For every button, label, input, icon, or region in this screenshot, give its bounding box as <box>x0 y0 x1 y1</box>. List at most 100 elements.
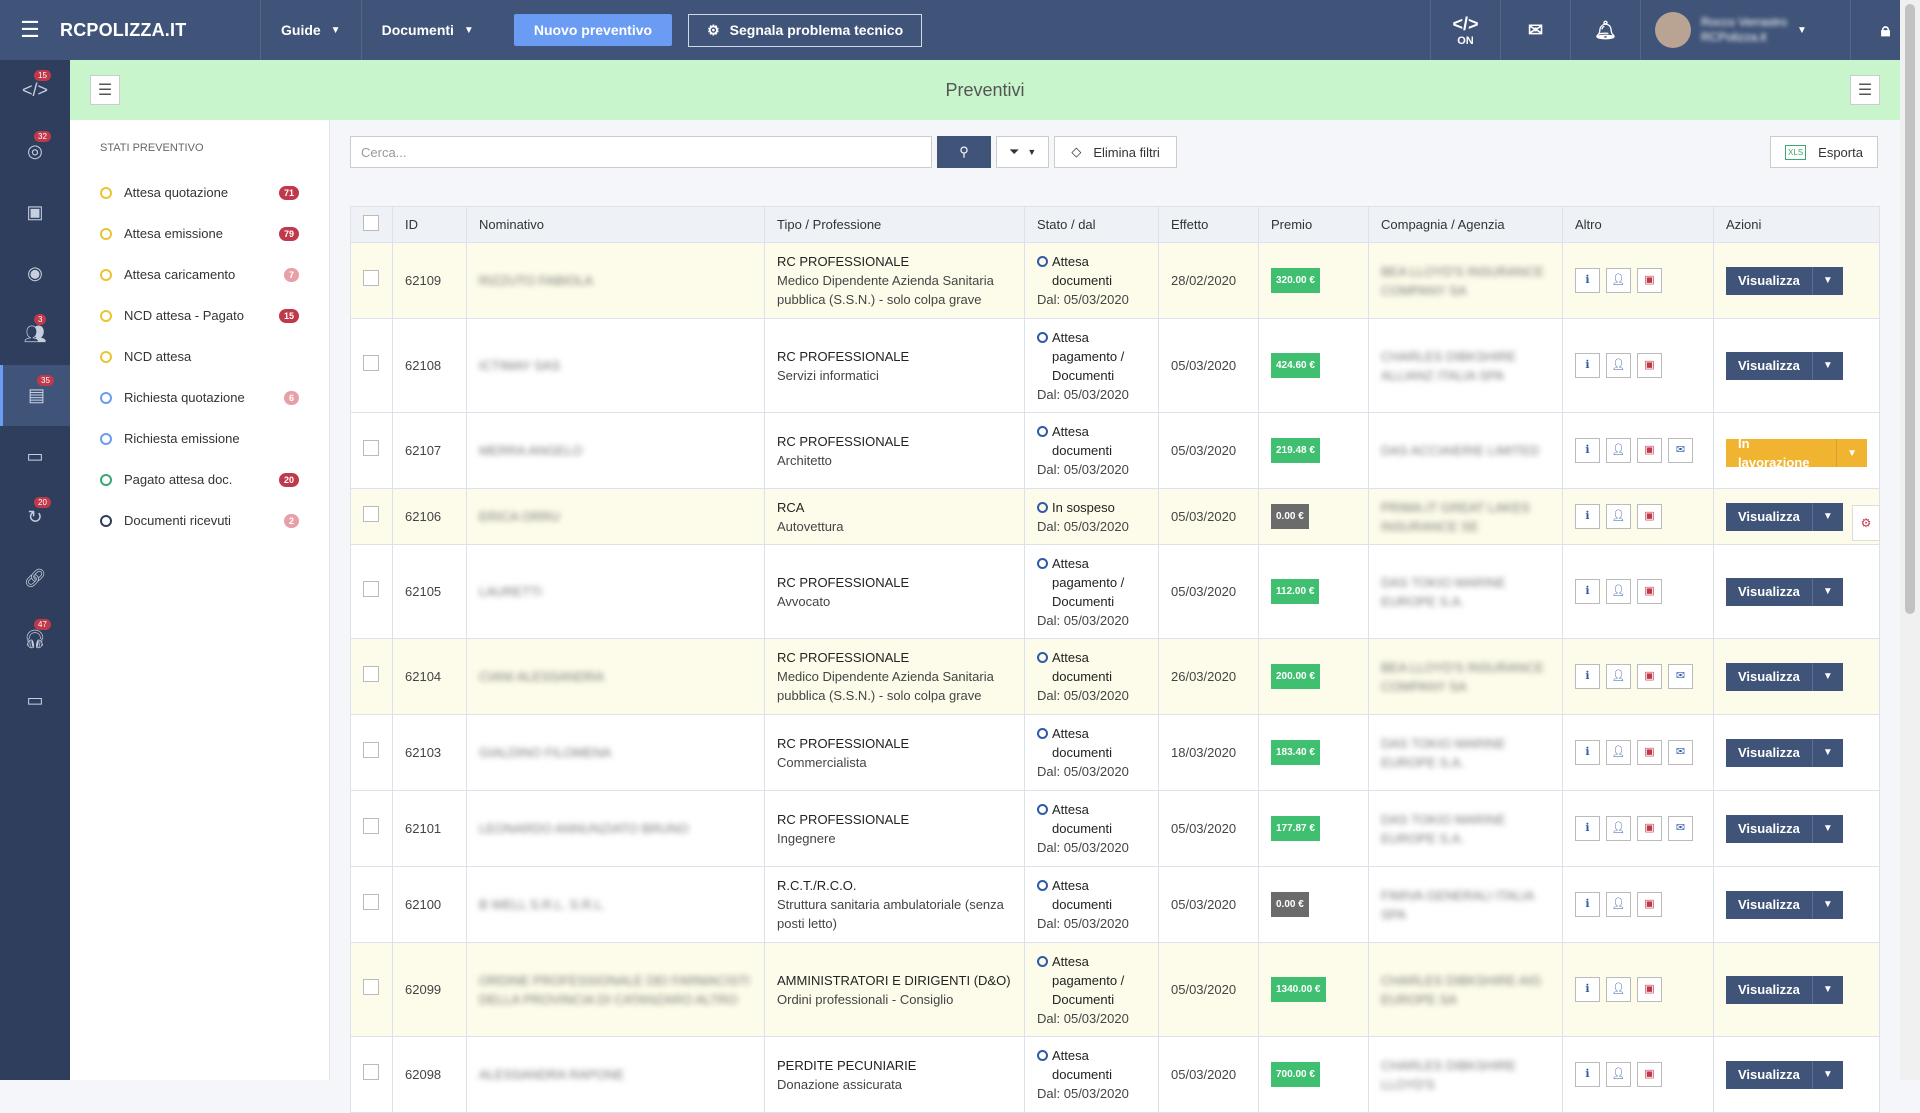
row-select[interactable] <box>350 488 393 545</box>
table-row[interactable]: 62106 ERICA ORRU RCA Autovettura In sospeso D… <box>350 488 1880 545</box>
col-effetto[interactable]: Effetto <box>1158 206 1259 243</box>
chevron-down-icon[interactable]: ▼ <box>1811 502 1843 531</box>
chat-icon[interactable]: ✉ <box>1668 664 1693 689</box>
info-icon[interactable]: ℹ <box>1575 1062 1600 1087</box>
select-all-checkbox[interactable] <box>363 215 379 231</box>
row-select[interactable] <box>350 318 393 413</box>
toggle-states-button[interactable]: ☰ <box>90 75 120 105</box>
view-button[interactable]: Visualizza ▼ <box>1726 502 1843 531</box>
row-checkbox[interactable] <box>363 440 379 456</box>
row-checkbox[interactable] <box>363 506 379 522</box>
row-checkbox[interactable] <box>363 581 379 597</box>
state-item[interactable]: Richiesta quotazione 6 <box>100 377 299 418</box>
row-select[interactable] <box>350 544 393 639</box>
view-button[interactable]: Visualizza ▼ <box>1726 975 1843 1004</box>
row-select[interactable] <box>350 942 393 1037</box>
sidebar-item-link[interactable]: 🔗︎ <box>0 548 70 609</box>
pdf-icon[interactable]: ▣ <box>1637 664 1662 689</box>
pdf-icon[interactable]: ▣ <box>1637 816 1662 841</box>
row-checkbox[interactable] <box>363 979 379 995</box>
state-item[interactable]: NCD attesa <box>100 336 299 377</box>
scrollbar-thumb[interactable] <box>1905 4 1915 614</box>
export-button[interactable]: XLS Esporta <box>1770 136 1878 168</box>
col-premio[interactable]: Premio <box>1258 206 1369 243</box>
chat-icon[interactable]: ✉ <box>1668 438 1693 463</box>
chevron-down-icon[interactable]: ▼ <box>1836 439 1867 467</box>
col-stato[interactable]: Stato / dal <box>1024 206 1159 243</box>
user-icon[interactable]: 👤︎ <box>1606 268 1631 293</box>
in-progress-button[interactable]: In lavorazione ▼ <box>1726 436 1867 470</box>
info-icon[interactable]: ℹ <box>1575 740 1600 765</box>
table-row[interactable]: 62109 RIZZUTO FABIOLA RC PROFESSIONALE Medi… <box>350 242 1880 319</box>
view-button[interactable]: Visualizza ▼ <box>1726 738 1843 767</box>
info-icon[interactable]: ℹ <box>1575 977 1600 1002</box>
table-row[interactable]: 62100 B WELL S.R.L. S.R.L. R.C.T./R.C.O. St… <box>350 866 1880 943</box>
row-select[interactable] <box>350 714 393 791</box>
sidebar-item-document[interactable]: ▤ 35 <box>0 365 70 426</box>
brand-logo[interactable]: RCPOLIZZA.IT <box>60 19 187 40</box>
user-icon[interactable]: 👤︎ <box>1606 353 1631 378</box>
nav-documenti[interactable]: Documenti ▼ <box>360 0 494 60</box>
pdf-icon[interactable]: ▣ <box>1637 892 1662 917</box>
row-checkbox[interactable] <box>363 742 379 758</box>
mail-button[interactable]: ✉ <box>1500 0 1570 60</box>
side-tab-button[interactable]: ⚙ <box>1852 505 1880 541</box>
row-checkbox[interactable] <box>363 1064 379 1080</box>
row-select[interactable] <box>350 790 393 867</box>
filter-button[interactable]: ⏷ ▼ <box>996 136 1050 168</box>
view-button[interactable]: Visualizza ▼ <box>1726 814 1843 843</box>
chat-icon[interactable]: ✉ <box>1668 816 1693 841</box>
sidebar-item-briefcase[interactable]: ▣ <box>0 182 70 243</box>
info-icon[interactable]: ℹ <box>1575 579 1600 604</box>
dev-toggle[interactable]: </> ON <box>1430 0 1500 60</box>
user-icon[interactable]: 👤︎ <box>1606 579 1631 604</box>
scrollbar[interactable] <box>1900 0 1920 1080</box>
state-item[interactable]: Attesa caricamento 7 <box>100 254 299 295</box>
info-icon[interactable]: ℹ <box>1575 438 1600 463</box>
user-icon[interactable]: 👤︎ <box>1606 816 1631 841</box>
info-icon[interactable]: ℹ <box>1575 504 1600 529</box>
table-row[interactable]: 62101 LEONARDO ANNUNZIATO BRUNO RC PROFESS… <box>350 790 1880 867</box>
chevron-down-icon[interactable]: ▼ <box>1811 351 1843 380</box>
state-item[interactable]: Pagato attesa doc. 20 <box>100 459 299 500</box>
sidebar-item-globe[interactable]: ◉ <box>0 243 70 304</box>
view-button[interactable]: Visualizza ▼ <box>1726 266 1843 295</box>
sidebar-item-users[interactable]: 👥︎ 3 <box>0 304 70 365</box>
user-icon[interactable]: 👤︎ <box>1606 740 1631 765</box>
row-select[interactable] <box>350 412 393 489</box>
sidebar-item-gauge[interactable]: ◎ 32 <box>0 121 70 182</box>
sidebar-item-screen[interactable]: ▭ <box>0 670 70 731</box>
pdf-icon[interactable]: ▣ <box>1637 977 1662 1002</box>
view-button[interactable]: Visualizza ▼ <box>1726 577 1843 606</box>
table-row[interactable]: 62107 MERRA ANGELO RC PROFESSIONALE Archite… <box>350 412 1880 489</box>
clear-filters-button[interactable]: ◇ Elimina filtri <box>1054 136 1177 168</box>
view-button[interactable]: Visualizza ▼ <box>1726 662 1843 691</box>
right-menu-button[interactable]: ☰ <box>1850 75 1880 105</box>
chevron-down-icon[interactable]: ▼ <box>1811 266 1843 295</box>
sidebar-item-headset[interactable]: 🎧︎ 47 <box>0 609 70 670</box>
info-icon[interactable]: ℹ <box>1575 268 1600 293</box>
user-icon[interactable]: 👤︎ <box>1606 977 1631 1002</box>
chevron-down-icon[interactable]: ▼ <box>1811 662 1843 691</box>
user-menu[interactable]: Rocco Verrastro RCPolizza.it ▼ <box>1640 0 1850 60</box>
chevron-down-icon[interactable]: ▼ <box>1811 577 1843 606</box>
col-compagnia[interactable]: Compagnia / Agenzia <box>1368 206 1563 243</box>
user-icon[interactable]: 👤︎ <box>1606 1062 1631 1087</box>
pdf-icon[interactable]: ▣ <box>1637 268 1662 293</box>
select-all-header[interactable] <box>350 206 393 243</box>
chevron-down-icon[interactable]: ▼ <box>1811 890 1843 919</box>
pdf-icon[interactable]: ▣ <box>1637 1062 1662 1087</box>
row-select[interactable] <box>350 638 393 715</box>
table-row[interactable]: 62098 ALESSANDRA RAPONE PERDITE PECUNIARIE… <box>350 1036 1880 1113</box>
pdf-icon[interactable]: ▣ <box>1637 740 1662 765</box>
table-row[interactable]: 62108 ICTIMAY SAS RC PROFESSIONALE Servizi … <box>350 318 1880 413</box>
pdf-icon[interactable]: ▣ <box>1637 438 1662 463</box>
row-select[interactable] <box>350 866 393 943</box>
menu-icon[interactable]: ☰ <box>20 17 40 42</box>
chevron-down-icon[interactable]: ▼ <box>1811 738 1843 767</box>
table-row[interactable]: 62105 LAURETTI RC PROFESSIONALE Avvocato Att… <box>350 544 1880 639</box>
user-icon[interactable]: 👤︎ <box>1606 504 1631 529</box>
search-button[interactable]: ⚲ <box>937 136 991 168</box>
info-icon[interactable]: ℹ <box>1575 664 1600 689</box>
state-item[interactable]: Attesa quotazione 71 <box>100 172 299 213</box>
